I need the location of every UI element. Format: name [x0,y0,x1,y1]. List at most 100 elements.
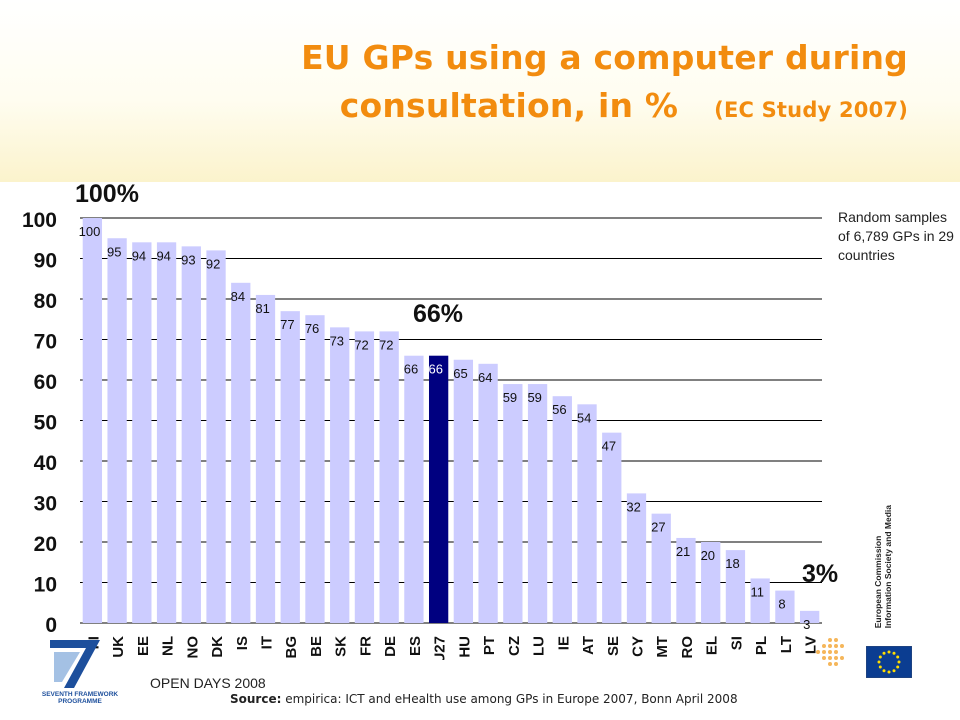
x-tick-label: ES [407,636,424,656]
page-title: EU GPs using a computer during [301,38,908,77]
eu-flag-icon [866,646,912,678]
data-labels: 100 95 94 94 93 92 84 81 77 76 73 72 72 66 66 65 64 59 59 5… [79,224,811,632]
bar [775,590,795,623]
x-tick-label: NO [184,636,201,659]
bar [231,282,251,623]
x-tick-label: SK [333,636,350,657]
y-tick-label: 30 [34,493,57,516]
y-tick-label: 40 [34,452,57,475]
ec-line2: Information Society and Media [883,505,893,629]
x-tick-label: IS [234,636,251,650]
y-tick-label: 100 [22,209,57,232]
bar [602,432,622,623]
x-tick-label: EE [135,636,152,656]
x-tick-label: FR [357,636,374,656]
bar [82,218,103,623]
data-label: 72 [354,337,368,352]
bar [701,542,721,623]
x-tick-label: PL [753,636,770,655]
x-tick-label: CZ [506,636,523,656]
x-tick-label: PT [481,636,498,655]
gridlines [80,217,822,624]
data-label: 21 [676,544,690,559]
data-label: 94 [132,248,146,263]
y-tick-label: 20 [34,533,57,556]
data-label: 59 [527,390,541,405]
callout-min: 3% [802,560,839,588]
data-label: 18 [725,556,739,571]
bar [330,327,350,623]
data-label: 76 [305,321,319,336]
data-label: 47 [602,439,616,454]
fp7-line1: SEVENTH FRAMEWORK [42,691,119,698]
y-tick-label: 70 [34,331,57,354]
x-tick-label: IT [259,636,276,649]
x-tick-label: LT [778,636,795,653]
ec-line1: European Commission [873,535,883,629]
bar [750,578,770,623]
data-label: 94 [156,248,170,263]
bar [651,513,671,623]
data-label: 54 [577,410,591,425]
bar [181,246,201,623]
bar [503,384,523,623]
source-line: Source: empirica: ICT and eHealth use am… [230,692,738,706]
x-tick-label: HU [456,636,473,658]
source-text: empirica: ICT and eHealth use among GPs … [285,692,738,706]
data-label: 27 [651,520,665,535]
x-tick-label: DE [382,636,399,657]
bar [626,493,647,623]
sample-note: Random samples of 6,789 GPs in 29 countr… [838,209,954,263]
bar [527,384,548,623]
x-tick-label: EU27 [432,636,449,660]
data-label: 93 [181,252,195,267]
data-label: 8 [778,597,785,612]
x-tick-label: LV [803,636,820,654]
x-tick-label: MT [654,636,671,658]
bar [379,331,399,623]
data-label: 32 [626,499,640,514]
y-tick-label: 50 [34,412,57,435]
bar [404,355,424,623]
page-title-line2: consultation, in % (EC Study 2007) [340,86,908,125]
data-label: 56 [552,402,566,417]
bar [478,363,498,623]
data-label: 84 [231,289,245,304]
x-tick-label: SE [605,636,622,656]
x-tick-label: UK [110,636,127,658]
bar [676,537,696,623]
data-label: 66 [404,362,418,377]
data-label: 92 [206,256,220,271]
x-tick-label: EL [704,636,721,655]
y-tick-label: 60 [34,371,57,394]
x-tick-label: IE [555,636,572,650]
fp7-logo: SEVENTH FRAMEWORK PROGRAMME [42,640,119,705]
ec-wordmark: European Commission Information Society … [873,505,893,628]
data-label: 81 [255,301,269,316]
bar [354,331,375,623]
x-tick-label: AT [580,636,597,655]
x-tick-label: SI [728,636,745,650]
title-line2-text: consultation, in % [339,86,679,125]
x-tick-label: BE [308,636,325,657]
bar [156,242,177,624]
bar [107,238,127,623]
callout-max: 100% [75,180,139,208]
bar [280,311,300,623]
bar [206,250,226,623]
y-tick-label: 10 [34,574,57,597]
x-tick-label: NL [160,636,177,656]
x-tick-label: BG [283,636,300,659]
bar [552,396,572,623]
data-label: 64 [478,370,492,385]
x-axis-ticks: FIUKEENLNODKISITBGBESKFRDEESEU27HUPTCZLU… [85,636,819,660]
x-tick-label: RO [679,636,696,659]
data-label: 11 [751,584,765,599]
data-label: 73 [330,333,344,348]
x-tick-label: CY [630,636,647,657]
y-tick-label: 80 [34,290,57,313]
fp7-line2: PROGRAMME [58,698,102,705]
data-label: 77 [280,317,294,332]
event-label: OPEN DAYS 2008 [150,675,266,691]
data-label: 20 [701,548,715,563]
